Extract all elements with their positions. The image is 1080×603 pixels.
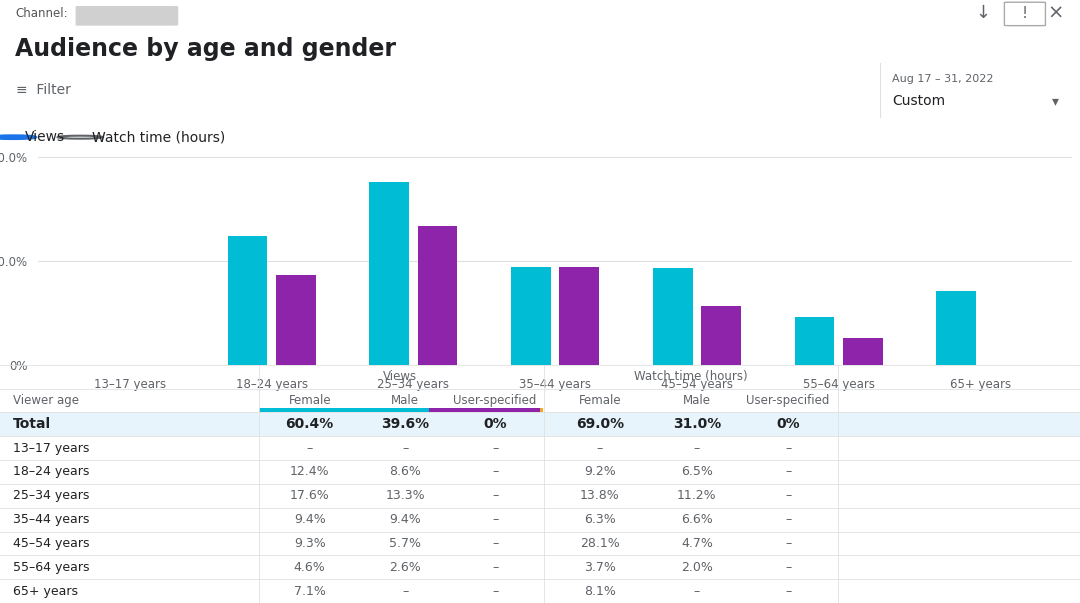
Text: ↓: ↓ xyxy=(975,4,990,22)
Text: –: – xyxy=(785,537,792,550)
Text: ×: × xyxy=(1047,3,1064,22)
Text: Views: Views xyxy=(382,370,417,384)
Text: !: ! xyxy=(1022,7,1028,22)
Text: Channel:: Channel: xyxy=(15,7,68,21)
Text: Views: Views xyxy=(25,130,65,144)
Text: 35–44 years: 35–44 years xyxy=(13,513,90,526)
Text: 7.1%: 7.1% xyxy=(294,584,326,598)
Text: 9.2%: 9.2% xyxy=(584,466,616,479)
Text: 0%: 0% xyxy=(483,417,507,431)
Text: 11.2%: 11.2% xyxy=(677,489,717,502)
Text: Female: Female xyxy=(288,394,332,407)
Text: Male: Male xyxy=(391,394,419,407)
Text: –: – xyxy=(492,584,498,598)
Bar xyxy=(418,227,457,365)
Text: –: – xyxy=(597,441,603,455)
Bar xyxy=(511,267,551,365)
Text: 6.5%: 6.5% xyxy=(681,466,713,479)
Text: 6.6%: 6.6% xyxy=(681,513,713,526)
Bar xyxy=(275,276,315,365)
Text: –: – xyxy=(402,584,408,598)
Text: 17.6%: 17.6% xyxy=(289,489,329,502)
Text: Custom: Custom xyxy=(892,94,945,109)
Text: –: – xyxy=(785,489,792,502)
FancyBboxPatch shape xyxy=(0,412,1080,437)
Circle shape xyxy=(2,136,24,138)
Text: 9.3%: 9.3% xyxy=(294,537,325,550)
Text: Viewer age: Viewer age xyxy=(13,394,79,407)
Bar xyxy=(559,267,599,365)
Bar xyxy=(795,317,835,365)
FancyBboxPatch shape xyxy=(540,408,543,412)
Text: –: – xyxy=(693,584,700,598)
Text: Audience by age and gender: Audience by age and gender xyxy=(15,37,396,62)
Text: 60.4%: 60.4% xyxy=(285,417,334,431)
Text: 8.6%: 8.6% xyxy=(389,466,421,479)
Bar xyxy=(936,291,976,365)
Bar xyxy=(842,338,882,365)
FancyBboxPatch shape xyxy=(259,408,429,412)
Text: –: – xyxy=(785,466,792,479)
Text: 31.0%: 31.0% xyxy=(673,417,721,431)
Text: Female: Female xyxy=(579,394,621,407)
Text: 9.4%: 9.4% xyxy=(294,513,325,526)
Text: 25–34 years: 25–34 years xyxy=(13,489,90,502)
Text: –: – xyxy=(492,513,498,526)
Text: 45–54 years: 45–54 years xyxy=(13,537,90,550)
Bar xyxy=(369,182,409,365)
Text: –: – xyxy=(785,513,792,526)
Text: Male: Male xyxy=(683,394,711,407)
Bar xyxy=(701,306,741,365)
Bar xyxy=(653,268,692,365)
Text: –: – xyxy=(402,441,408,455)
Text: User-specified: User-specified xyxy=(454,394,537,407)
Bar xyxy=(228,236,268,365)
Text: Watch time (hours): Watch time (hours) xyxy=(634,370,748,384)
Text: 9.4%: 9.4% xyxy=(390,513,421,526)
Text: 4.6%: 4.6% xyxy=(294,561,325,574)
Text: Total: Total xyxy=(13,417,51,431)
Text: –: – xyxy=(492,489,498,502)
Text: 39.6%: 39.6% xyxy=(381,417,429,431)
Text: 0%: 0% xyxy=(777,417,800,431)
Text: –: – xyxy=(492,441,498,455)
Text: –: – xyxy=(307,441,313,455)
Text: 8.1%: 8.1% xyxy=(584,584,616,598)
Text: –: – xyxy=(492,537,498,550)
Text: 18–24 years: 18–24 years xyxy=(13,466,90,479)
Text: 13–17 years: 13–17 years xyxy=(13,441,90,455)
Text: 2.6%: 2.6% xyxy=(390,561,421,574)
Text: User-specified: User-specified xyxy=(746,394,829,407)
Text: 55–64 years: 55–64 years xyxy=(13,561,90,574)
Text: –: – xyxy=(785,441,792,455)
Text: 3.7%: 3.7% xyxy=(584,561,616,574)
Text: ≡  Filter: ≡ Filter xyxy=(16,83,70,98)
Text: 28.1%: 28.1% xyxy=(580,537,620,550)
Text: 2.0%: 2.0% xyxy=(681,561,713,574)
Text: –: – xyxy=(785,561,792,574)
FancyBboxPatch shape xyxy=(76,6,178,26)
Text: –: – xyxy=(492,466,498,479)
Text: 69.0%: 69.0% xyxy=(576,417,624,431)
FancyBboxPatch shape xyxy=(429,408,540,412)
Text: –: – xyxy=(492,561,498,574)
Text: ▾: ▾ xyxy=(1052,94,1059,109)
Text: –: – xyxy=(693,441,700,455)
Text: 4.7%: 4.7% xyxy=(681,537,713,550)
Text: Aug 17 – 31, 2022: Aug 17 – 31, 2022 xyxy=(892,74,994,83)
Text: 12.4%: 12.4% xyxy=(289,466,329,479)
Text: 65+ years: 65+ years xyxy=(13,584,78,598)
Text: 13.3%: 13.3% xyxy=(386,489,426,502)
Text: Watch time (hours): Watch time (hours) xyxy=(92,130,226,144)
Text: 13.8%: 13.8% xyxy=(580,489,620,502)
Text: –: – xyxy=(785,584,792,598)
Text: 5.7%: 5.7% xyxy=(389,537,421,550)
Text: 6.3%: 6.3% xyxy=(584,513,616,526)
